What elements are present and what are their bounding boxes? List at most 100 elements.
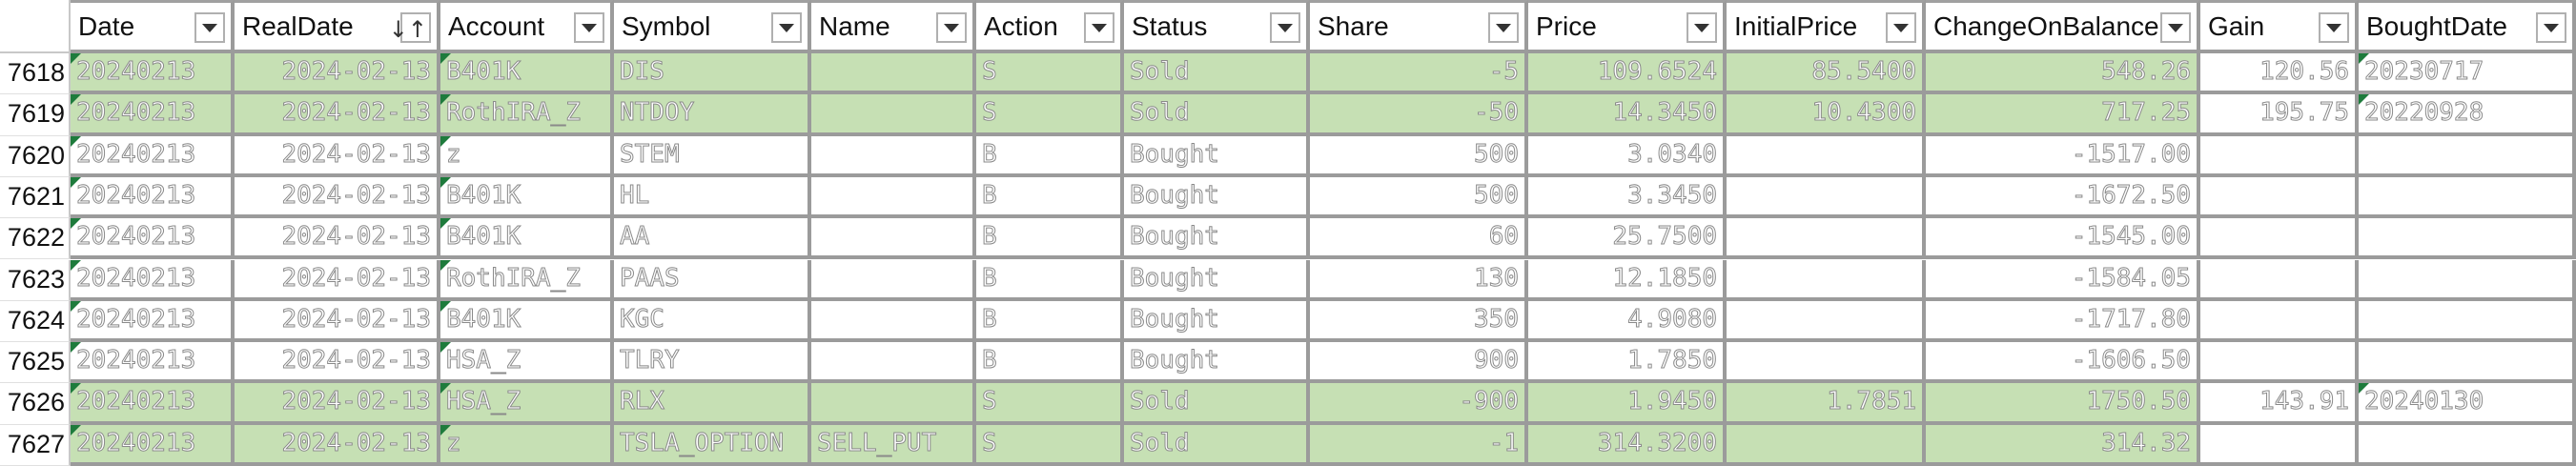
filter-dropdown-button[interactable] [574, 12, 604, 43]
column-header-account[interactable]: Account [440, 0, 614, 53]
row-number[interactable]: 7620 [0, 135, 71, 177]
cell-realdate[interactable]: 2024-02-13 [235, 342, 440, 384]
cell-symbol[interactable]: HL [614, 176, 811, 219]
cell-realdate[interactable]: 2024-02-13 [235, 176, 440, 219]
cell-status[interactable]: Bought [1124, 300, 1310, 343]
filter-dropdown-button[interactable] [194, 12, 225, 43]
cell-name[interactable] [811, 383, 976, 425]
cell-symbol[interactable]: TSLA_OPTION [614, 424, 811, 466]
cell-price[interactable]: 14.3450 [1528, 94, 1727, 136]
cell-realdate[interactable]: 2024-02-13 [235, 259, 440, 301]
row-number[interactable]: 7619 [0, 94, 71, 136]
cell-account[interactable]: RothIRA_Z [440, 259, 614, 301]
cell-action[interactable]: S [976, 424, 1124, 466]
cell-price[interactable]: 1.9450 [1528, 383, 1727, 425]
cell-gain[interactable] [2200, 342, 2359, 384]
cell-changeonbalance[interactable]: -1517.00 [1926, 135, 2200, 177]
cell-gain[interactable] [2200, 424, 2359, 466]
row-number[interactable]: 7627 [0, 424, 71, 466]
cell-share[interactable]: 500 [1310, 176, 1528, 219]
cell-symbol[interactable]: AA [614, 218, 811, 260]
cell-date[interactable]: 20240213 [71, 94, 235, 136]
column-header-action[interactable]: Action [976, 0, 1124, 53]
cell-date[interactable]: 20240213 [71, 342, 235, 384]
cell-changeonbalance[interactable]: 548.26 [1926, 53, 2200, 95]
cell-date[interactable]: 20240213 [71, 424, 235, 466]
cell-symbol[interactable]: NTDOY [614, 94, 811, 136]
cell-price[interactable]: 3.3450 [1528, 176, 1727, 219]
cell-boughtdate[interactable] [2359, 259, 2576, 301]
cell-gain[interactable]: 143.91 [2200, 383, 2359, 425]
cell-price[interactable]: 12.1850 [1528, 259, 1727, 301]
cell-changeonbalance[interactable]: 1750.50 [1926, 383, 2200, 425]
cell-date[interactable]: 20240213 [71, 135, 235, 177]
cell-price[interactable]: 314.3200 [1528, 424, 1727, 466]
cell-name[interactable] [811, 342, 976, 384]
cell-date[interactable]: 20240213 [71, 176, 235, 219]
cell-realdate[interactable]: 2024-02-13 [235, 135, 440, 177]
filter-dropdown-button[interactable] [1886, 12, 1916, 43]
column-header-realdate[interactable]: RealDate ↓↑ [235, 0, 440, 53]
column-header-date[interactable]: Date [71, 0, 235, 53]
cell-boughtdate[interactable] [2359, 342, 2576, 384]
cell-changeonbalance[interactable]: 314.32 [1926, 424, 2200, 466]
cell-status[interactable]: Bought [1124, 176, 1310, 219]
column-header-gain[interactable]: Gain [2200, 0, 2359, 53]
cell-boughtdate[interactable] [2359, 218, 2576, 260]
cell-share[interactable]: 500 [1310, 135, 1528, 177]
cell-symbol[interactable]: TLRY [614, 342, 811, 384]
cell-initialprice[interactable] [1727, 300, 1926, 343]
cell-gain[interactable]: 195.75 [2200, 94, 2359, 136]
cell-price[interactable]: 25.7500 [1528, 218, 1727, 260]
cell-date[interactable]: 20240213 [71, 53, 235, 95]
cell-initialprice[interactable] [1727, 176, 1926, 219]
cell-price[interactable]: 3.0340 [1528, 135, 1727, 177]
column-header-name[interactable]: Name [811, 0, 976, 53]
cell-initialprice[interactable] [1727, 259, 1926, 301]
cell-realdate[interactable]: 2024-02-13 [235, 94, 440, 136]
cell-share[interactable]: -900 [1310, 383, 1528, 425]
row-number[interactable]: 7626 [0, 383, 71, 425]
column-header-price[interactable]: Price [1528, 0, 1727, 53]
cell-boughtdate[interactable] [2359, 424, 2576, 466]
cell-boughtdate[interactable]: 20230717 [2359, 53, 2576, 95]
cell-realdate[interactable]: 2024-02-13 [235, 218, 440, 260]
cell-name[interactable] [811, 218, 976, 260]
cell-action[interactable]: B [976, 342, 1124, 384]
cell-gain[interactable] [2200, 135, 2359, 177]
cell-initialprice[interactable] [1727, 218, 1926, 260]
cell-action[interactable]: S [976, 53, 1124, 95]
column-header-symbol[interactable]: Symbol [614, 0, 811, 53]
cell-account[interactable]: B401K [440, 176, 614, 219]
cell-action[interactable]: S [976, 383, 1124, 425]
cell-price[interactable]: 109.6524 [1528, 53, 1727, 95]
cell-action[interactable]: B [976, 135, 1124, 177]
cell-account[interactable]: B401K [440, 218, 614, 260]
cell-gain[interactable] [2200, 218, 2359, 260]
cell-account[interactable]: B401K [440, 53, 614, 95]
cell-status[interactable]: Bought [1124, 135, 1310, 177]
cell-account[interactable]: RothIRA_Z [440, 94, 614, 136]
cell-changeonbalance[interactable]: -1672.50 [1926, 176, 2200, 219]
cell-initialprice[interactable] [1727, 135, 1926, 177]
column-header-initialprice[interactable]: InitialPrice [1727, 0, 1926, 53]
cell-date[interactable]: 20240213 [71, 383, 235, 425]
cell-name[interactable] [811, 94, 976, 136]
cell-price[interactable]: 4.9080 [1528, 300, 1727, 343]
row-number[interactable]: 7623 [0, 259, 71, 301]
cell-account[interactable]: z [440, 135, 614, 177]
cell-share[interactable]: -5 [1310, 53, 1528, 95]
select-all-corner[interactable] [0, 0, 71, 53]
cell-realdate[interactable]: 2024-02-13 [235, 300, 440, 343]
cell-initialprice[interactable] [1727, 424, 1926, 466]
filter-dropdown-button[interactable] [2160, 12, 2191, 43]
cell-status[interactable]: Bought [1124, 218, 1310, 260]
cell-account[interactable]: HSA_Z [440, 383, 614, 425]
cell-action[interactable]: S [976, 94, 1124, 136]
cell-name[interactable] [811, 300, 976, 343]
filter-dropdown-button[interactable] [771, 12, 802, 43]
cell-action[interactable]: B [976, 218, 1124, 260]
cell-status[interactable]: Sold [1124, 94, 1310, 136]
cell-changeonbalance[interactable]: -1545.00 [1926, 218, 2200, 260]
